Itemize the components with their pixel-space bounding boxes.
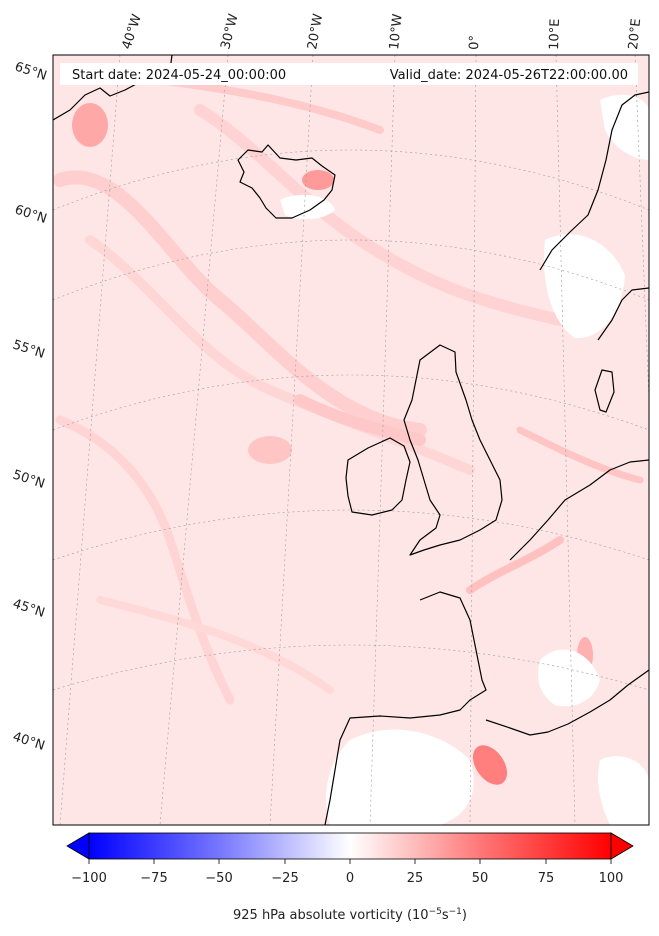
colorbar-tick-label: 75 <box>538 871 555 886</box>
header-background <box>60 63 638 85</box>
colorbar-tick-label: 25 <box>407 871 424 886</box>
colorbar-tick-label: 0 <box>346 871 354 886</box>
lon-label: 40°W <box>120 12 145 51</box>
colorbar-tick-label: −25 <box>271 871 298 886</box>
lon-label: 30°W <box>218 12 241 51</box>
start-date-label: Start date: 2024-05-24_00:00:00 <box>72 68 286 83</box>
lat-label: 60°N <box>13 203 49 227</box>
colorbar-ticks <box>88 859 612 864</box>
graticule <box>53 55 649 825</box>
coastline-mediterranean <box>485 669 649 736</box>
coastline-denmark <box>594 369 615 413</box>
longitude-labels: 40°W 30°W 20°W 10°W 0° 10°E 20°E <box>120 12 645 51</box>
coastline-norway <box>539 91 649 271</box>
coastline-great-britain <box>403 344 503 556</box>
colorbar-tick-label: 50 <box>472 871 489 886</box>
map-background <box>53 55 649 825</box>
coastline-ireland <box>345 437 411 516</box>
lon-label: 10°E <box>547 18 563 50</box>
coastline-continent-north <box>509 459 649 561</box>
vorticity-streaks <box>53 76 644 705</box>
vorticity-map <box>53 55 649 825</box>
colorbar-tick-label: 100 <box>599 871 624 886</box>
lon-label: 20°E <box>626 18 644 51</box>
colorbar-extend-high <box>610 832 634 860</box>
colorbar-tick-label: −50 <box>205 871 232 886</box>
colorbar: −100 −75 −50 −25 0 25 50 75 100 925 hPa … <box>66 832 634 923</box>
colorbar-tick-label: −100 <box>71 871 107 886</box>
valid-date-label: Valid_date: 2024-05-26T22:00:00.00 <box>390 68 628 83</box>
lat-label: 45°N <box>11 597 47 621</box>
lon-label: 20°W <box>305 13 326 51</box>
lat-label: 40°N <box>11 730 47 754</box>
lat-label: 50°N <box>11 468 47 492</box>
latitude-labels: 65°N 60°N 55°N 50°N 45°N 40°N <box>11 60 49 754</box>
vorticity-maxima <box>72 103 593 785</box>
colorbar-label: 925 hPa absolute vorticity (10−5s−1) <box>233 907 467 923</box>
colorbar-extend-low <box>66 832 90 860</box>
lon-label: 0° <box>467 35 483 50</box>
colorbar-gradient <box>88 832 612 860</box>
coastline-france-iberia <box>324 591 487 825</box>
lat-label: 55°N <box>11 338 47 362</box>
colorbar-tick-label: −75 <box>140 871 167 886</box>
low-vorticity-land <box>280 94 649 825</box>
coastline-iceland <box>237 144 336 219</box>
coastline-sweden <box>597 287 649 341</box>
lon-label: 10°W <box>387 13 406 50</box>
colorbar-tick-labels: −100 −75 −50 −25 0 25 50 75 100 <box>71 871 623 886</box>
map-frame <box>52 54 650 826</box>
coastlines <box>53 55 649 825</box>
lat-label: 65°N <box>13 60 49 84</box>
